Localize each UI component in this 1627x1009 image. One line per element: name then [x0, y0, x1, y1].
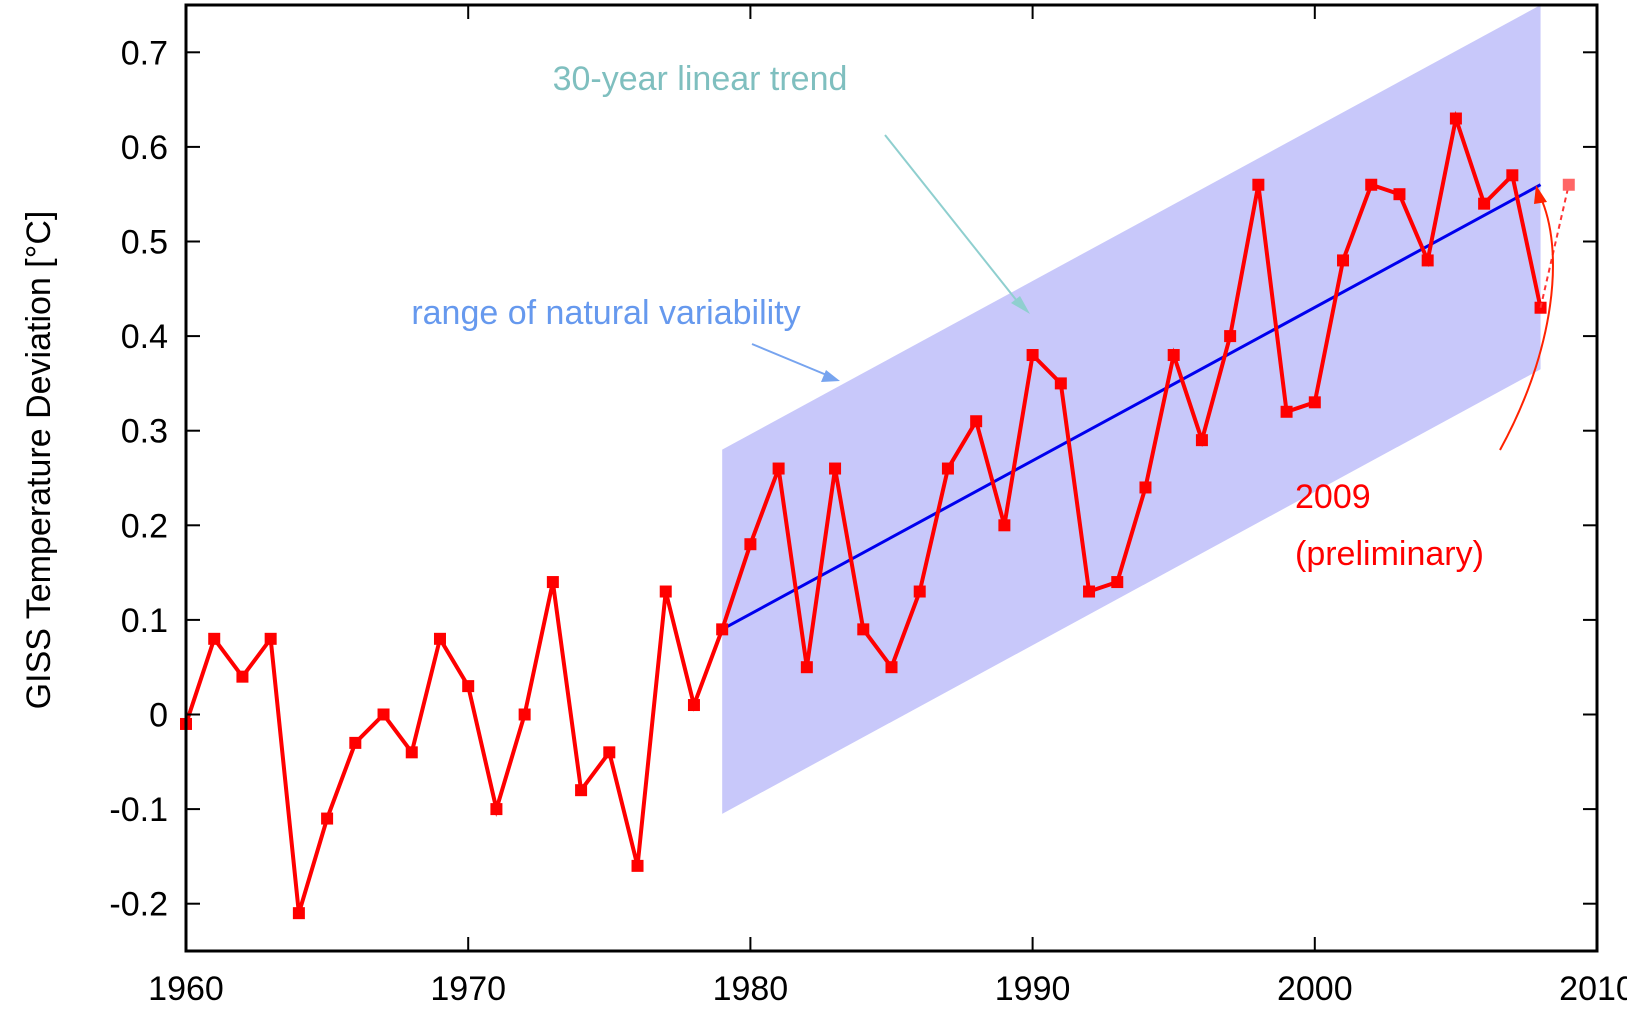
trend-line	[721, 183, 1542, 631]
data-point	[603, 746, 616, 759]
x-tick-label: 1990	[995, 970, 1071, 1008]
data-point	[716, 623, 729, 636]
data-point	[1252, 178, 1265, 191]
tick-layer: 1960 1970 1980 1990 2000 2010 -0.2 -0.1 0 0.1 0.2 0…	[109, 5, 1627, 1008]
annotation-2009-preliminary: (preliminary)	[1295, 535, 1484, 573]
data-point	[1393, 188, 1406, 201]
data-point	[264, 632, 277, 645]
data-point	[433, 632, 446, 645]
x-tick-label: 1960	[148, 970, 224, 1008]
annotation-2009-arrowhead	[1534, 185, 1547, 204]
x-tick-label: 2000	[1277, 970, 1353, 1008]
data-point	[998, 519, 1011, 532]
data-point	[744, 538, 757, 551]
data-point	[885, 661, 898, 674]
y-tick-label: -0.1	[109, 791, 168, 829]
data-point	[659, 585, 672, 598]
data-point	[970, 415, 983, 428]
data-point	[518, 708, 531, 721]
annotation-variability: range of natural variability	[411, 294, 800, 332]
data-point	[1139, 481, 1152, 494]
data-point	[377, 708, 390, 721]
data-point	[941, 462, 954, 475]
y-tick-label: 0.1	[121, 602, 168, 640]
trend-line-layer	[721, 183, 1542, 631]
data-point	[687, 699, 700, 712]
preliminary-connector	[1539, 184, 1570, 308]
x-tick-label: 1970	[430, 970, 506, 1008]
annotation-2009-arrow-curve	[1499, 195, 1554, 451]
data-point	[1337, 254, 1350, 267]
data-point	[292, 907, 305, 920]
data-point	[575, 784, 588, 797]
data-point	[321, 812, 334, 825]
x-tick-label: 2010	[1559, 970, 1627, 1008]
data-point	[913, 585, 926, 598]
data-point	[1083, 585, 1096, 598]
annotation-variability-arrow-line	[751, 343, 830, 377]
data-point	[1167, 349, 1180, 362]
variability-band-layer	[722, 5, 1541, 814]
y-tick-label: 0.2	[121, 507, 168, 545]
data-point	[1280, 405, 1293, 418]
data-point	[1054, 377, 1067, 390]
annotation-trend: 30-year linear trend	[553, 60, 848, 98]
data-point	[1449, 112, 1462, 125]
data-point	[1308, 396, 1321, 409]
y-axis-label: GISS Temperature Deviation [°C]	[20, 211, 58, 710]
data-point	[1365, 178, 1378, 191]
data-point	[208, 632, 221, 645]
annotation-variability-arrowhead	[821, 370, 840, 382]
data-point	[1026, 349, 1039, 362]
variability-band	[722, 5, 1541, 814]
series-layer	[180, 110, 1575, 920]
data-point	[490, 803, 503, 816]
data-point	[1195, 434, 1208, 447]
data-point	[857, 623, 870, 636]
data-point	[1111, 576, 1124, 589]
data-point	[1506, 169, 1519, 182]
annotation-2009-year: 2009	[1295, 478, 1371, 516]
y-tick-label: -0.2	[109, 886, 168, 924]
data-point	[772, 462, 785, 475]
y-tick-label: 0.7	[121, 34, 168, 72]
y-tick-label: 0.5	[121, 224, 168, 262]
data-point	[546, 576, 559, 589]
data-point	[236, 670, 249, 683]
data-point	[462, 680, 475, 693]
data-point	[800, 661, 813, 674]
plot-frame	[184, 3, 1599, 953]
plot-frame-layer	[184, 3, 1599, 953]
data-point	[1224, 330, 1237, 343]
annotation-trend-arrow-line	[884, 134, 1022, 307]
data-point	[631, 859, 644, 872]
y-tick-label: 0	[149, 697, 168, 735]
y-tick-label: 0.4	[121, 318, 168, 356]
annotation-trend-arrowhead	[1011, 296, 1030, 314]
data-point	[1478, 197, 1491, 210]
y-tick-label: 0.3	[121, 413, 168, 451]
data-point	[829, 462, 842, 475]
x-tick-label: 1980	[713, 970, 789, 1008]
data-point-preliminary	[1562, 178, 1575, 191]
y-tick-label: 0.6	[121, 129, 168, 167]
data-point	[1421, 254, 1434, 267]
data-point	[405, 746, 418, 759]
data-point	[349, 736, 362, 749]
